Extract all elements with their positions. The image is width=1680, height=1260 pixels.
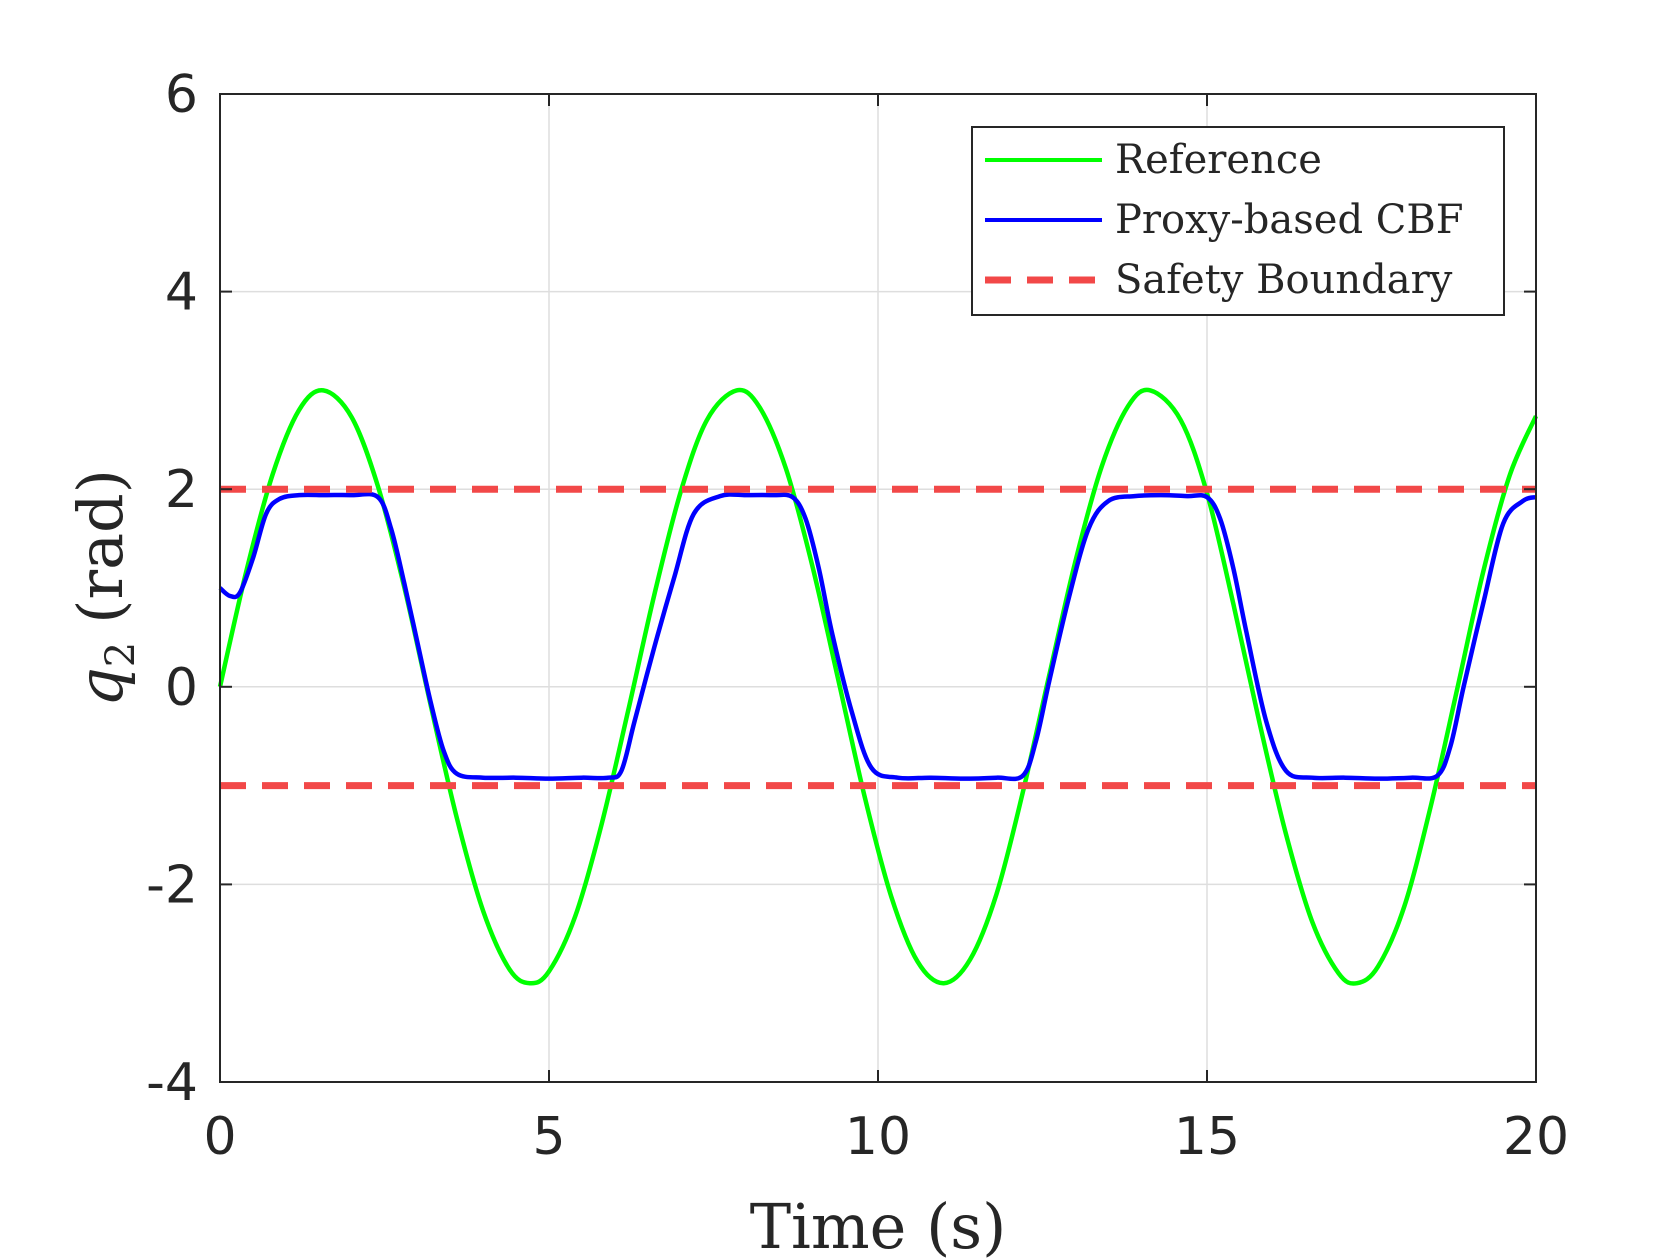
tick-labels: 0 5 10 15 20 -4 -2 0 2 4 6 [146, 65, 1569, 1167]
svg-text:q2(rad): q2 (rad) [64, 469, 144, 707]
x-tick-label: 0 [203, 1107, 236, 1167]
series-line-reference [217, 387, 1539, 986]
y-axis-unit: (rad) [64, 469, 137, 624]
legend: Reference Proxy-based CBF Safety Boundar… [971, 126, 1505, 316]
y-axis-symbol: q [64, 667, 137, 707]
legend-label-reference: Reference [1115, 137, 1322, 183]
y-tick-label: 2 [165, 460, 198, 520]
y-tick-label: -4 [146, 1053, 198, 1113]
x-tick-label: 15 [1174, 1107, 1240, 1167]
series-line-proxy-based-cbf [218, 491, 1537, 782]
y-tick-label: -2 [146, 855, 198, 915]
y-tick-label: 4 [165, 263, 198, 323]
x-axis-title: Time (s) [750, 1190, 1007, 1260]
y-tick-label: 0 [165, 658, 198, 718]
y-axis-subscript: 2 [98, 642, 144, 667]
x-tick-label: 10 [845, 1107, 911, 1167]
x-tick-label: 5 [532, 1107, 565, 1167]
legend-label-safety-boundary: Safety Boundary [1115, 257, 1453, 303]
x-tick-label: 20 [1503, 1107, 1569, 1167]
y-axis-title: q2 (rad) [64, 469, 144, 707]
series-layer [217, 387, 1539, 986]
axis-ticks [219, 93, 1537, 1083]
y-tick-label: 6 [165, 65, 198, 125]
legend-label-proxy-cbf: Proxy-based CBF [1115, 197, 1464, 243]
